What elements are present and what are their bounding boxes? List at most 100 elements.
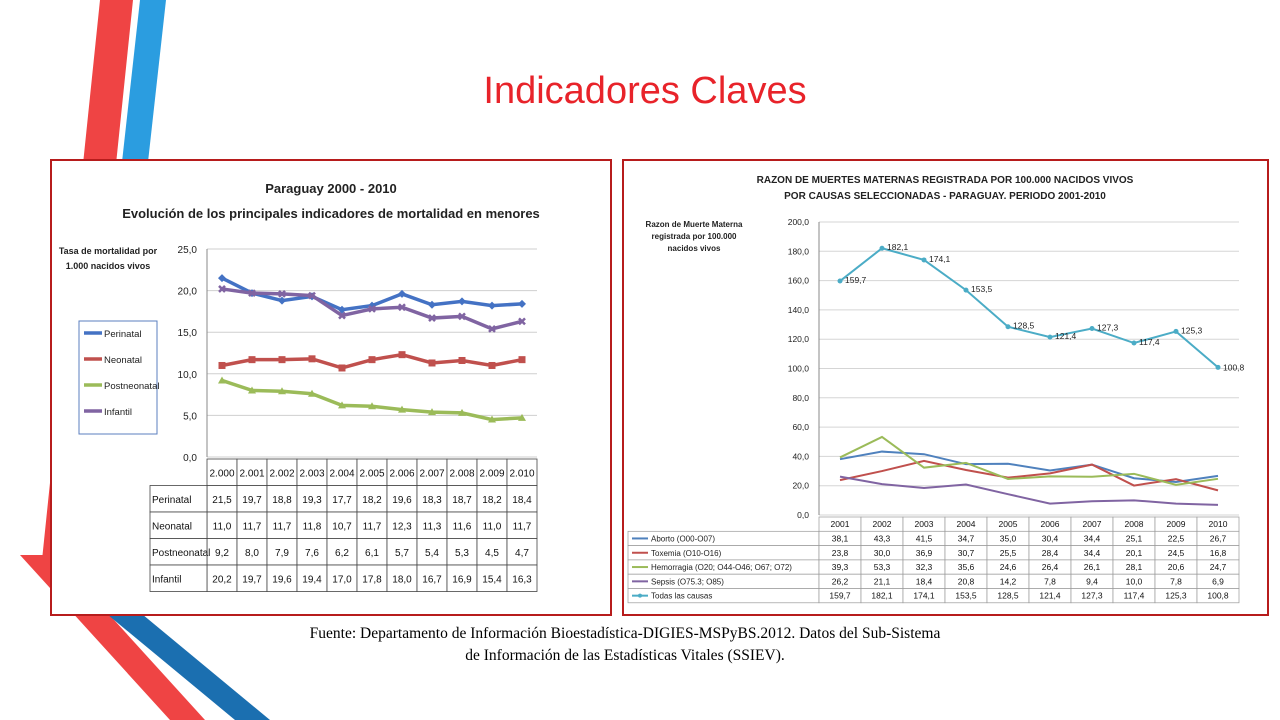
table-cell <box>296 564 328 592</box>
legend-label-infantil: Infantil <box>104 407 132 418</box>
legend-label: Toxemia (O10-O16) <box>651 549 722 558</box>
table-cell <box>296 485 328 513</box>
table-value: 6,9 <box>1212 576 1224 586</box>
table-value: 26,7 <box>1210 533 1227 543</box>
table-value: 11,7 <box>513 521 532 532</box>
table-value: 20,6 <box>1168 562 1185 572</box>
data-point <box>1215 364 1221 370</box>
x-tick-label: 2002 <box>873 519 892 529</box>
table-value: 6,2 <box>335 548 349 559</box>
data-label: 153,5 <box>971 284 993 294</box>
data-point <box>368 402 376 410</box>
maternal-mortality-chart: RAZON DE MUERTES MATERNAS REGISTRADA POR… <box>627 175 1245 604</box>
data-point <box>458 356 466 364</box>
table-cell <box>356 485 388 513</box>
table-value: 18,3 <box>422 495 442 506</box>
series-line-postneonatal <box>221 378 523 422</box>
data-point <box>458 297 466 306</box>
data-point <box>278 290 286 298</box>
table-value: 18,7 <box>452 495 472 506</box>
table-value: 7,9 <box>275 548 289 559</box>
data-point <box>963 287 969 293</box>
table-cell <box>476 458 508 486</box>
table-value: 16,8 <box>1210 548 1227 558</box>
data-point <box>458 408 466 416</box>
table-value: 26,1 <box>1084 562 1101 572</box>
table-value: 19,7 <box>242 495 262 506</box>
table-value: 24,6 <box>1000 562 1017 572</box>
table-value: 20,2 <box>212 574 232 585</box>
series-line <box>839 475 1219 506</box>
table-value: 17,8 <box>362 574 382 585</box>
data-label: 128,5 <box>1013 321 1035 331</box>
series-line <box>839 459 1219 492</box>
data-label: 127,3 <box>1097 323 1119 333</box>
x-tick-label: 2.005 <box>359 468 384 479</box>
table-value: 127,3 <box>1081 591 1103 601</box>
data-point <box>248 386 256 394</box>
data-point <box>368 305 376 313</box>
data-point <box>518 356 526 364</box>
table-value: 11,7 <box>273 521 292 532</box>
x-tick-label: 2.004 <box>329 468 354 479</box>
data-point <box>398 405 406 413</box>
table-value: 128,5 <box>997 591 1019 601</box>
y-tick-label: 20,0 <box>178 287 198 298</box>
data-point <box>398 351 406 359</box>
y-tick-label: 200,0 <box>788 217 810 227</box>
table-cell <box>296 538 328 566</box>
data-point <box>518 299 526 308</box>
table-value: 4,7 <box>515 548 529 559</box>
data-point <box>1005 324 1011 330</box>
data-point <box>1131 340 1137 346</box>
table-value: 182,1 <box>871 591 893 601</box>
table-row-label: Perinatal <box>152 495 191 506</box>
table-cell <box>206 458 238 486</box>
table-value: 24,5 <box>1168 548 1185 558</box>
y-tick-label: 25,0 <box>178 245 198 256</box>
table-value: 11,6 <box>453 521 472 532</box>
table-value: 11,3 <box>423 521 442 532</box>
series-line <box>839 247 1219 369</box>
series-line <box>839 435 1219 486</box>
table-value: 5,4 <box>425 548 439 559</box>
table-cell <box>386 458 418 486</box>
x-tick-label: 2006 <box>1041 519 1060 529</box>
x-tick-label: 2.010 <box>509 468 534 479</box>
data-point <box>1089 326 1095 332</box>
table-value: 22,5 <box>1168 533 1185 543</box>
table-value: 153,5 <box>955 591 977 601</box>
table-value: 30,0 <box>874 548 891 558</box>
data-label: 117,4 <box>1139 337 1160 347</box>
table-value: 18,4 <box>512 495 532 506</box>
table-value: 34,4 <box>1084 548 1101 558</box>
data-point <box>1047 334 1053 340</box>
data-point <box>398 289 406 298</box>
table-value: 11,0 <box>213 521 232 532</box>
table-row-label: Infantil <box>152 574 181 585</box>
legend-label-postneonatal: Postneonatal <box>104 381 159 392</box>
data-point <box>218 274 226 283</box>
table-value: 15,4 <box>482 574 502 585</box>
table-value: 19,6 <box>392 495 412 506</box>
x-tick-label: 2.001 <box>239 468 264 479</box>
data-point <box>368 356 376 364</box>
table-value: 7,8 <box>1170 576 1182 586</box>
data-point <box>278 296 286 305</box>
table-cell <box>356 511 388 539</box>
table-value: 20,1 <box>1126 548 1143 558</box>
y-axis-label-line1: Tasa de mortalidad por <box>59 246 158 256</box>
table-cell <box>476 538 508 566</box>
data-point <box>218 285 226 293</box>
y-tick-label: 20,0 <box>792 481 809 491</box>
source-line-2: de Información de las Estadísticas Vital… <box>465 647 785 664</box>
table-value: 7,8 <box>1044 576 1056 586</box>
table-value: 20,8 <box>958 576 975 586</box>
table-value: 19,4 <box>302 574 322 585</box>
x-tick-label: 2005 <box>999 519 1018 529</box>
y-tick-label: 10,0 <box>178 370 198 381</box>
table-row-header <box>149 485 208 513</box>
data-point <box>308 355 316 363</box>
table-value: 5,3 <box>455 548 469 559</box>
source-note: Fuente: Departamento de Información Bioe… <box>290 623 960 667</box>
